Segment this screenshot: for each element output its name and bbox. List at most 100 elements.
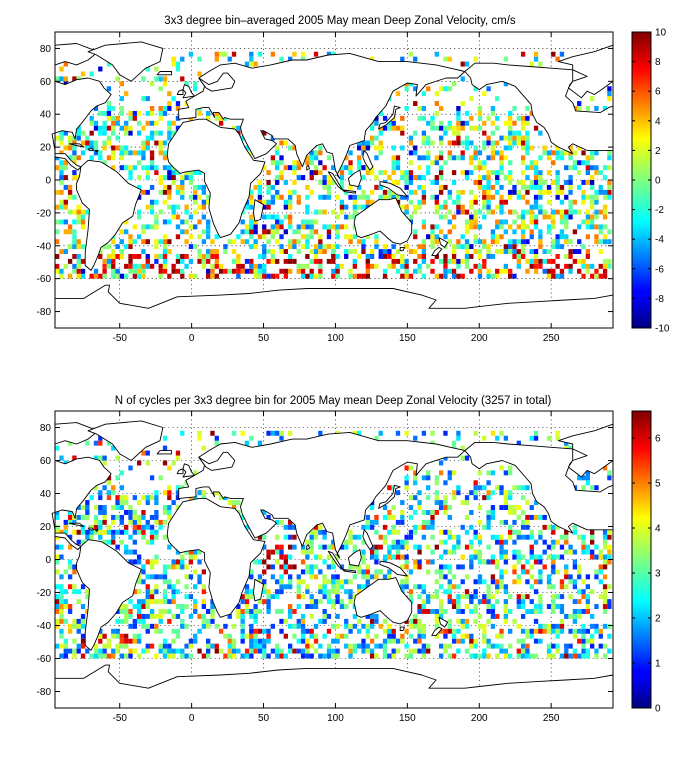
data-cell (193, 199, 198, 205)
data-cell (326, 244, 332, 250)
data-cell (387, 574, 392, 580)
continent-sri-lanka (306, 544, 311, 551)
data-cell (80, 643, 86, 649)
data-cell (249, 653, 254, 659)
data-cell (361, 239, 366, 245)
data-cell (417, 204, 422, 210)
data-cell (119, 96, 125, 102)
data-cell (374, 155, 379, 161)
data-cell (193, 604, 198, 609)
data-cell (559, 209, 565, 215)
data-cell (473, 239, 478, 245)
data-cell (421, 224, 427, 230)
data-cell (538, 244, 543, 250)
data-cell (283, 180, 288, 185)
data-cell (76, 514, 81, 520)
data-cell (451, 440, 457, 446)
data-cell (210, 254, 215, 259)
data-cell (417, 628, 422, 634)
data-cell (93, 145, 99, 151)
data-cell (171, 204, 176, 210)
data-cell (512, 209, 517, 215)
data-cell (404, 628, 409, 634)
data-cell (63, 76, 68, 82)
data-cell (275, 549, 280, 555)
data-cell (404, 544, 409, 550)
data-cell (486, 519, 491, 525)
x-tick-label: 200 (471, 713, 488, 724)
data-cell (335, 638, 340, 644)
data-cell (132, 539, 137, 545)
data-cell (76, 254, 81, 259)
data-cell (421, 643, 427, 649)
data-cell (551, 209, 556, 215)
data-cell (141, 534, 146, 540)
data-cell (98, 529, 103, 535)
data-cell (305, 638, 310, 644)
data-cell (421, 648, 427, 654)
data-cell (214, 623, 219, 629)
data-cell (361, 165, 366, 171)
data-cell (305, 648, 310, 654)
data-cell (244, 584, 250, 590)
data-cell (236, 273, 241, 279)
data-cell (296, 268, 301, 274)
data-cell (555, 150, 560, 156)
data-cell (482, 263, 487, 269)
data-cell (516, 140, 521, 146)
data-cell (426, 643, 431, 649)
data-cell (231, 258, 237, 264)
data-cell (473, 594, 478, 600)
data-cell (430, 120, 435, 126)
data-cell (119, 638, 125, 644)
data-cell (318, 653, 323, 659)
data-cell (602, 273, 608, 279)
data-cell (421, 239, 427, 245)
data-cell (296, 638, 301, 644)
data-cell (482, 638, 487, 644)
data-cell (598, 224, 603, 230)
data-cell (283, 249, 288, 254)
data-cell (93, 519, 99, 525)
data-cell (464, 229, 470, 235)
data-cell (404, 204, 409, 210)
data-cell (421, 106, 427, 111)
continent-greenland (87, 420, 164, 461)
data-cell (482, 435, 487, 441)
data-cell (408, 175, 414, 180)
data-cell (417, 505, 422, 510)
data-cell (490, 254, 496, 259)
data-cell (525, 120, 530, 126)
data-cell (378, 110, 383, 116)
data-cell (490, 554, 496, 560)
data-cell (443, 564, 448, 570)
data-cell (438, 86, 444, 92)
data-cell (102, 460, 107, 466)
data-cell (214, 273, 219, 279)
data-cell (516, 529, 521, 535)
data-cell (525, 189, 530, 195)
data-cell (72, 140, 77, 146)
data-cell (98, 440, 103, 446)
data-cell (162, 268, 168, 274)
data-cell (555, 648, 560, 654)
data-cell (145, 66, 150, 72)
data-cell (417, 594, 422, 600)
colorbar-tick-label: 8 (655, 57, 661, 68)
data-cell (167, 648, 172, 654)
continent-eurasia (178, 52, 466, 179)
data-cell (486, 254, 491, 259)
data-cell (451, 574, 457, 580)
data-cell (438, 564, 444, 570)
data-cell (464, 120, 470, 126)
data-cell (546, 623, 552, 629)
data-cell (503, 155, 509, 161)
continent-africa (166, 118, 266, 239)
data-cell (473, 430, 478, 436)
data-cell (326, 653, 332, 659)
data-cell (551, 258, 556, 264)
data-cell (473, 589, 478, 595)
data-cell (279, 140, 284, 146)
data-cell (322, 609, 327, 614)
data-cell (124, 145, 129, 151)
